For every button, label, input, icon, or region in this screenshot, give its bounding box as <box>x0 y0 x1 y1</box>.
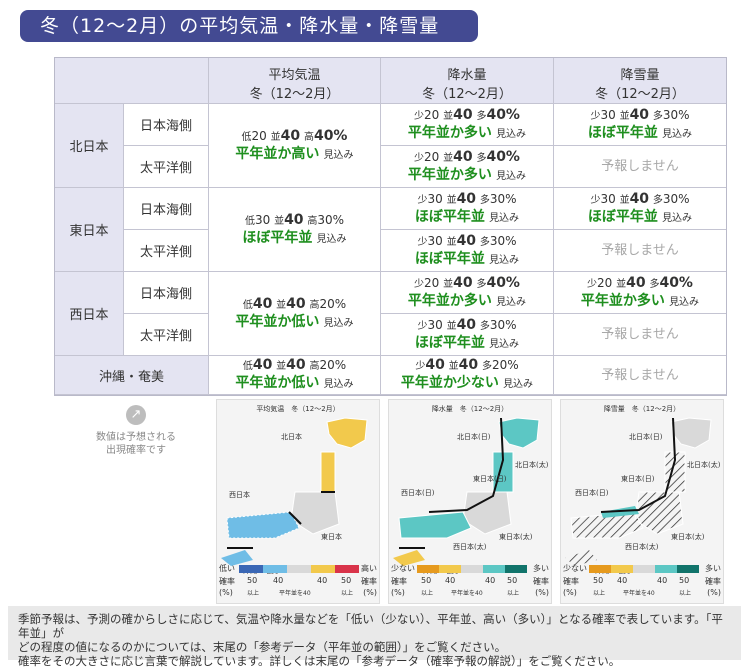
temp-east-judge: ほぼ平年並 <box>242 229 313 246</box>
snow-okinawa: 予報しません <box>554 356 726 395</box>
header-snow-name: 降雪量 <box>620 68 660 83</box>
explanatory-notes: 季節予報は、予測の確からしさに応じて、気温や降水量などを「低い（少ない）、平年並… <box>8 606 741 668</box>
precip-east-pac-judge: ほぼ平年並 <box>414 250 485 267</box>
temp-west: 低40 並40 高20% 平年並か低い 見込み <box>209 272 381 356</box>
map-precipitation: 降水量 冬（12～2月） 北日本(日) 北日本(太) 東日本(日) 西日本(日)… <box>388 399 552 604</box>
temp-north-judge: 平年並か高い <box>235 145 320 162</box>
map-snow-legend: 少ない 多い 確率 50 40 40 50 確率 (%) 以上 平年並を40 以… <box>563 564 721 597</box>
map-precip-label-e-pac: 東日本(太) <box>499 533 533 541</box>
arrow-up-right-icon: ↗ <box>126 405 146 425</box>
header-snow: 降雪量 冬（12～2月） <box>554 58 726 104</box>
map-snow-label-e-sea: 東日本(日) <box>621 475 655 483</box>
map-snow-graphic <box>565 417 712 566</box>
map-precip-title: 降水量 冬（12～2月） <box>431 405 509 413</box>
precip-east-sea-judge: ほぼ平年並 <box>414 208 485 225</box>
region-north: 北日本 <box>55 104 124 188</box>
map-precip-legend: 少ない 多い 確率 50 40 40 50 確率 (%) 以上 平年並を40 以… <box>391 564 549 597</box>
temp-okinawa-probs: 低40 並40 高20% <box>242 357 347 373</box>
precip-west-sea: 少20 並40 多40% 平年並か多い 見込み <box>381 272 554 314</box>
map-snow-label-w-pac: 西日本(太) <box>625 543 659 551</box>
map-snowfall: 降雪量 冬（12～2月） 北日本(日) 北日本(太) 東日本(日) 西日本(日)… <box>560 399 724 604</box>
map-temp-label-west: 西日本 <box>229 491 250 499</box>
map-precip-label-n-sea: 北日本(日) <box>457 433 491 441</box>
side-north-sea: 日本海側 <box>124 104 209 146</box>
map-snow-label-n-pac: 北日本(太) <box>687 461 721 469</box>
forecast-table: 平均気温 冬（12～2月） 降水量 冬（12～2月） 降雪量 冬（12～2月） … <box>54 57 727 396</box>
temp-okinawa: 低40 並40 高20% 平年並か低い 見込み <box>209 356 381 395</box>
region-east: 東日本 <box>55 188 124 272</box>
map-snow-title: 降雪量 冬（12～2月） <box>603 405 681 413</box>
header-precip-period: 冬（12～2月） <box>422 87 512 102</box>
map-temp-title: 平均気温 冬（12～2月） <box>256 405 340 413</box>
map-precip-graphic <box>393 417 540 566</box>
precip-north-sea-judge: 平年並か多い <box>407 124 492 141</box>
precip-west-pac-judge: ほぼ平年並 <box>414 334 485 351</box>
map-precip-label-e-sea: 東日本(日) <box>473 475 507 483</box>
map-temp-legend: 低い 高い 確率 50 40 40 50 確率 (%) 以上 平年並を40 以上… <box>219 564 377 597</box>
map-snow-label-e-pac: 東日本(太) <box>671 533 705 541</box>
header-temp-name: 平均気温 <box>268 68 321 83</box>
snow-west-sea: 少20 並40 多40% 平年並か多い 見込み <box>554 272 726 314</box>
page-title: 冬（12～2月）の平均気温・降水量・降雪量 <box>20 10 478 42</box>
notes-line-3: 確率をその大きさに応じ言葉で解説しています。詳しくは末尾の「参考データ（確率予報… <box>18 654 621 668</box>
notes-line-1: 季節予報は、予測の確からしさに応じて、気温や降水量などを「低い（少ない）、平年並… <box>18 612 723 640</box>
temp-east: 低30 並40 高30% ほぼ平年並 見込み <box>209 188 381 272</box>
map-snow-label-w-sea: 西日本(日) <box>575 489 609 497</box>
precip-east-pac: 少30 並40 多30% ほぼ平年並 見込み <box>381 230 554 272</box>
header-snow-period: 冬（12～2月） <box>595 87 685 102</box>
side-east-pac: 太平洋側 <box>124 230 209 272</box>
snow-west-pac: 予報しません <box>554 314 726 356</box>
map-precip-label-w-sea: 西日本(日) <box>401 489 435 497</box>
side-east-sea: 日本海側 <box>124 188 209 230</box>
snow-east-pac: 予報しません <box>554 230 726 272</box>
precip-okinawa: 少40 並40 多20% 平年並か少ない 見込み <box>381 356 554 395</box>
precip-north-sea: 少20 並40 多40% 平年並か多い 見込み <box>381 104 554 146</box>
map-temp-label-east: 東日本 <box>321 533 342 541</box>
map-snow-label-n-sea: 北日本(日) <box>629 433 663 441</box>
side-west-sea: 日本海側 <box>124 272 209 314</box>
probability-hint: ↗ 数値は予想される 出現確率です <box>96 405 176 456</box>
notes-line-2: どの程度の値になるのかについては、末尾の「参考データ（平年並の範囲）」をご覧くだ… <box>18 640 507 654</box>
map-temp-graphic <box>221 417 368 566</box>
temp-north-probs: 低20 並40 高40% <box>241 127 348 144</box>
precip-north-pac-judge: 平年並か多い <box>407 166 492 183</box>
temp-west-judge: 平年並か低い <box>235 313 320 330</box>
header-precip: 降水量 冬（12～2月） <box>381 58 554 104</box>
snow-west-sea-judge: 平年並か多い <box>580 292 665 309</box>
region-west: 西日本 <box>55 272 124 356</box>
side-north-pac: 太平洋側 <box>124 146 209 188</box>
header-precip-name: 降水量 <box>447 68 487 83</box>
header-corner <box>55 58 209 104</box>
snow-east-sea-judge: ほぼ平年並 <box>587 208 658 225</box>
map-precip-label-w-pac: 西日本(太) <box>453 543 487 551</box>
map-temperature: 平均気温 冬（12～2月） 北日本 西日本 東日本 沖縄・奄美 低い 高い 確率… <box>216 399 380 604</box>
header-temp: 平均気温 冬（12～2月） <box>209 58 381 104</box>
header-temp-period: 冬（12～2月） <box>249 87 340 102</box>
precip-east-sea: 少30 並40 多30% ほぼ平年並 見込み <box>381 188 554 230</box>
precip-north-pac: 少20 並40 多40% 平年並か多い 見込み <box>381 146 554 188</box>
precip-west-pac: 少30 並40 多30% ほぼ平年並 見込み <box>381 314 554 356</box>
snow-north-sea: 少30 並40 多30% ほぼ平年並 見込み <box>554 104 726 146</box>
snow-north-sea-judge: ほぼ平年並 <box>587 124 658 141</box>
map-temp-label-north: 北日本 <box>281 433 302 441</box>
map-precip-label-n-pac: 北日本(太) <box>515 461 549 469</box>
temp-north: 低20 並40 高40% 平年並か高い 見込み <box>209 104 381 188</box>
precip-okinawa-judge: 平年並か少ない <box>400 375 499 391</box>
region-okinawa: 沖縄・奄美 <box>55 356 209 395</box>
snow-east-sea: 少30 並40 多30% ほぼ平年並 見込み <box>554 188 726 230</box>
temp-okinawa-judge: 平年並か低い <box>235 375 320 391</box>
temp-east-probs: 低30 並40 高30% <box>244 211 345 228</box>
temp-west-probs: 低40 並40 高20% <box>242 295 347 312</box>
precip-west-sea-judge: 平年並か多い <box>407 292 492 309</box>
side-west-pac: 太平洋側 <box>124 314 209 356</box>
snow-north-pac: 予報しません <box>554 146 726 188</box>
